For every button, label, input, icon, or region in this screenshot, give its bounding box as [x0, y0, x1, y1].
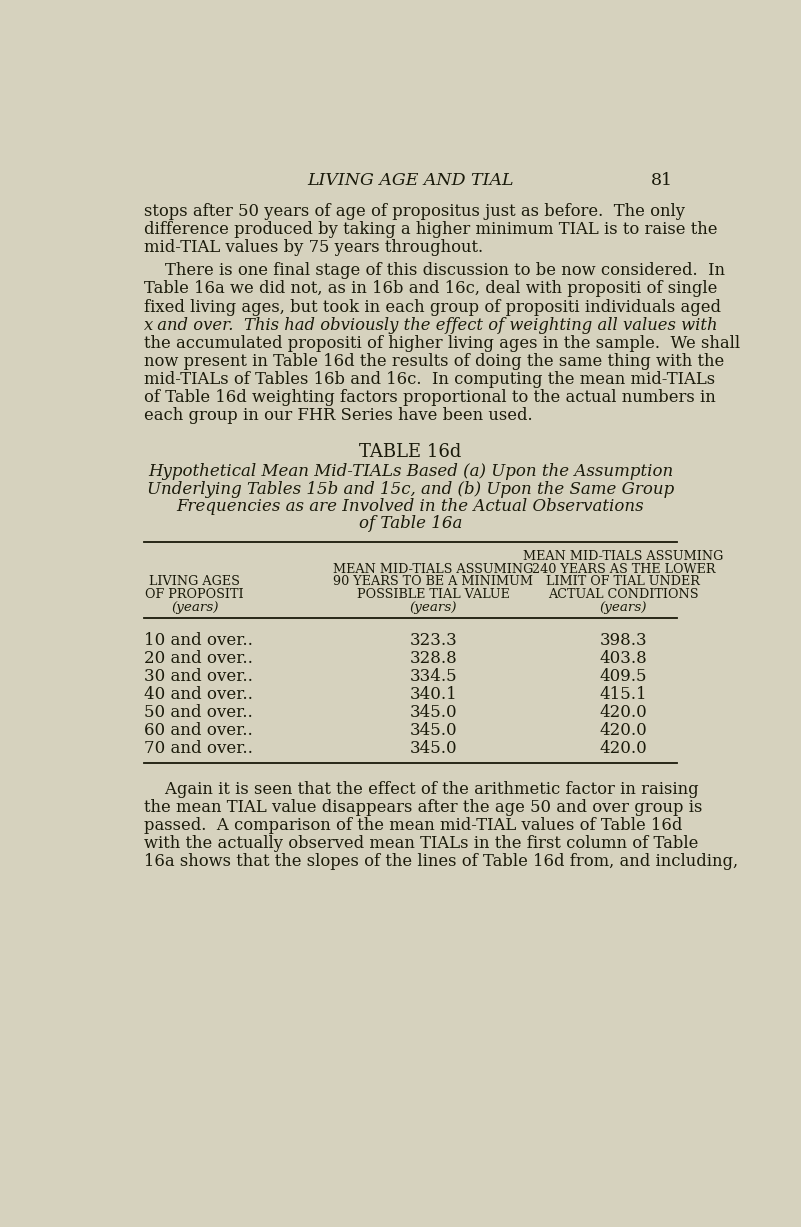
Text: stops after 50 years of age of propositus just as before.  The only: stops after 50 years of age of propositu…: [144, 202, 686, 220]
Text: ACTUAL CONDITIONS: ACTUAL CONDITIONS: [548, 588, 698, 601]
Text: 340.1: 340.1: [409, 686, 457, 703]
Text: 409.5: 409.5: [599, 667, 647, 685]
Text: of Table 16d weighting factors proportional to the actual numbers in: of Table 16d weighting factors proportio…: [144, 389, 716, 406]
Text: 345.0: 345.0: [409, 704, 457, 721]
Text: Underlying Tables 15b and 15c, and (b) Upon the Same Group: Underlying Tables 15b and 15c, and (b) U…: [147, 481, 674, 498]
Text: 323.3: 323.3: [409, 632, 457, 649]
Text: (years): (years): [599, 601, 647, 614]
Text: 345.0: 345.0: [409, 723, 457, 739]
Text: of Table 16a: of Table 16a: [359, 515, 462, 533]
Text: (years): (years): [409, 601, 457, 614]
Text: MEAN MID-TIALS ASSUMING: MEAN MID-TIALS ASSUMING: [333, 563, 533, 575]
Text: 403.8: 403.8: [599, 650, 647, 666]
Text: now present in Table 16d the results of doing the same thing with the: now present in Table 16d the results of …: [144, 353, 725, 369]
Text: 420.0: 420.0: [599, 704, 647, 721]
Text: 50 and over..: 50 and over..: [144, 704, 253, 721]
Text: 328.8: 328.8: [409, 650, 457, 666]
Text: 20 and over..: 20 and over..: [144, 650, 253, 666]
Text: 10 and over..: 10 and over..: [144, 632, 253, 649]
Text: 30 and over..: 30 and over..: [144, 667, 253, 685]
Text: LIMIT OF TIAL UNDER: LIMIT OF TIAL UNDER: [546, 575, 700, 588]
Text: fixed living ages, but took in each group of propositi individuals aged: fixed living ages, but took in each grou…: [144, 298, 721, 315]
Text: the mean TIAL value disappears after the age 50 and over group is: the mean TIAL value disappears after the…: [144, 799, 702, 816]
Text: LIVING AGES: LIVING AGES: [149, 575, 240, 588]
Text: Table 16a we did not, as in 16b and 16c, deal with propositi of single: Table 16a we did not, as in 16b and 16c,…: [144, 281, 718, 297]
Text: 420.0: 420.0: [599, 723, 647, 739]
Text: passed.  A comparison of the mean mid-TIAL values of Table 16d: passed. A comparison of the mean mid-TIA…: [144, 817, 682, 834]
Text: Frequencies as are Involved in the Actual Observations: Frequencies as are Involved in the Actua…: [177, 498, 644, 515]
Text: 398.3: 398.3: [599, 632, 647, 649]
Text: and over.  This had obviously the effect of weighting all values with: and over. This had obviously the effect …: [151, 317, 717, 334]
Text: There is one final stage of this discussion to be now considered.  In: There is one final stage of this discuss…: [144, 263, 725, 280]
Text: 334.5: 334.5: [409, 667, 457, 685]
Text: MEAN MID-TIALS ASSUMING: MEAN MID-TIALS ASSUMING: [523, 550, 723, 563]
Text: 345.0: 345.0: [409, 740, 457, 757]
Text: 81: 81: [651, 172, 673, 189]
Text: x: x: [144, 317, 154, 334]
Text: 90 YEARS TO BE A MINIMUM: 90 YEARS TO BE A MINIMUM: [333, 575, 533, 588]
Text: mid-TIAL values by 75 years throughout.: mid-TIAL values by 75 years throughout.: [144, 239, 484, 256]
Text: mid-TIALs of Tables 16b and 16c.  In computing the mean mid-TIALs: mid-TIALs of Tables 16b and 16c. In comp…: [144, 371, 715, 388]
Text: with the actually observed mean TIALs in the first column of Table: with the actually observed mean TIALs in…: [144, 836, 698, 853]
Text: 420.0: 420.0: [599, 740, 647, 757]
Text: 40 and over..: 40 and over..: [144, 686, 253, 703]
Text: OF PROPOSITI: OF PROPOSITI: [145, 588, 244, 601]
Text: 415.1: 415.1: [599, 686, 647, 703]
Text: LIVING AGE AND TIAL: LIVING AGE AND TIAL: [308, 172, 513, 189]
Text: 60 and over..: 60 and over..: [144, 723, 253, 739]
Text: 240 YEARS AS THE LOWER: 240 YEARS AS THE LOWER: [532, 563, 715, 575]
Text: 70 and over..: 70 and over..: [144, 740, 253, 757]
Text: POSSIBLE TIAL VALUE: POSSIBLE TIAL VALUE: [357, 588, 509, 601]
Text: Hypothetical Mean Mid-TIALs Based (a) Upon the Assumption: Hypothetical Mean Mid-TIALs Based (a) Up…: [148, 464, 673, 480]
Text: (years): (years): [171, 601, 219, 614]
Text: the accumulated propositi of higher living ages in the sample.  We shall: the accumulated propositi of higher livi…: [144, 335, 740, 352]
Text: 16a shows that the slopes of the lines of Table 16d from, and including,: 16a shows that the slopes of the lines o…: [144, 853, 739, 870]
Text: each group in our FHR Series have been used.: each group in our FHR Series have been u…: [144, 407, 533, 425]
Text: TABLE 16d: TABLE 16d: [360, 443, 461, 461]
Text: difference produced by taking a higher minimum TIAL is to raise the: difference produced by taking a higher m…: [144, 221, 718, 238]
Text: Again it is seen that the effect of the arithmetic factor in raising: Again it is seen that the effect of the …: [144, 780, 699, 798]
